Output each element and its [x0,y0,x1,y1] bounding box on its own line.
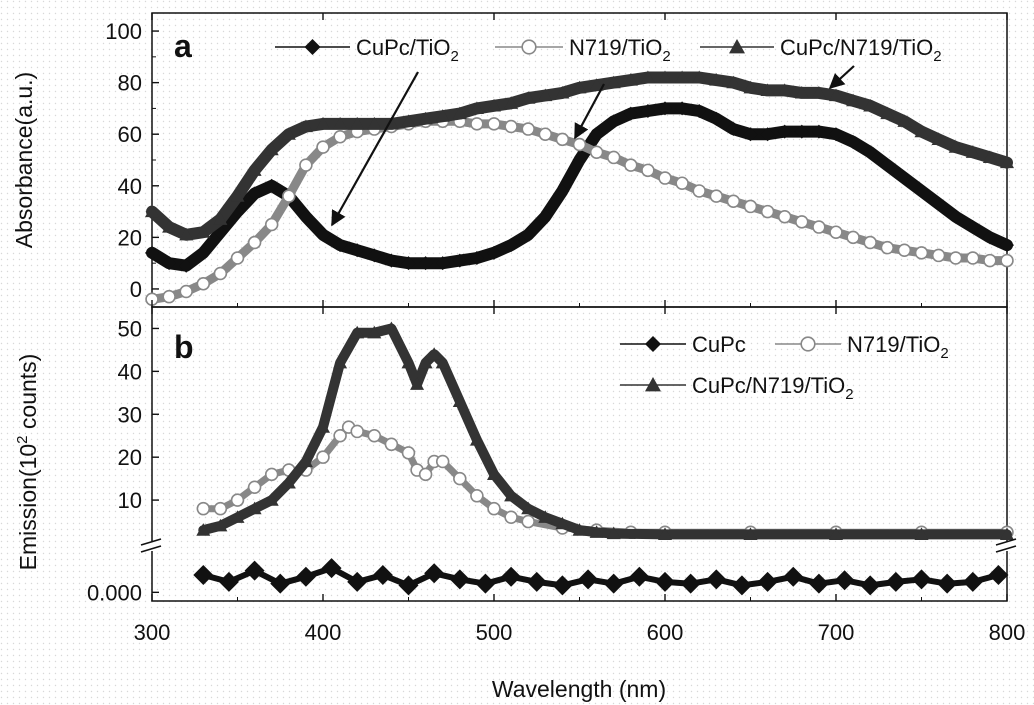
a-point-1 [830,226,842,238]
b-ytick-label-lower: 0.000 [87,580,142,605]
b-point-1 [266,468,278,480]
a-point-1 [591,146,603,158]
a-point-1 [556,133,568,145]
a-point-1 [881,242,893,254]
a-point-1 [762,206,774,218]
panel-b-label: b [174,329,194,365]
x-tick-label: 400 [305,620,342,645]
a-point-1 [539,128,551,140]
a-point-1 [197,278,209,290]
a-point-1 [283,190,295,202]
b-point-1 [403,447,415,459]
a-point-1 [180,286,192,298]
x-tick-label: 300 [134,620,171,645]
b-point-1 [420,468,432,480]
a-point-1 [625,159,637,171]
a-point-1 [745,200,757,212]
x-tick-label: 600 [647,620,684,645]
a-ytick-label: 100 [105,19,142,44]
b-legend-marker [801,337,815,351]
b-point-1 [488,503,500,515]
a-point-1 [916,247,928,259]
a-point-1 [967,252,979,264]
a-point-1 [898,244,910,256]
a-point-1 [950,252,962,264]
a-point-1 [505,121,517,133]
b-legend-label: CuPc [692,332,746,357]
b-point-1 [385,438,397,450]
b-point-1 [368,430,380,442]
b-point-1 [197,503,209,515]
a-point-1 [249,237,261,249]
a-point-1 [522,123,534,135]
b-point-1 [214,503,226,515]
a-point-1 [813,221,825,233]
a-ytick-label: 40 [118,174,142,199]
a-point-1 [642,164,654,176]
a-point-1 [933,249,945,261]
panel-a-label: a [174,28,192,64]
a-point-1 [266,219,278,231]
a-point-1 [864,237,876,249]
a-point-1 [300,159,312,171]
x-tick-label: 800 [989,620,1026,645]
a-ytick-label: 60 [118,122,142,147]
x-axis-label: Wavelength (nm) [492,676,666,702]
b-point-1 [437,456,449,468]
b-ytick-label: 30 [118,402,142,427]
a-point-1 [471,118,483,130]
a-point-1 [984,255,996,267]
x-tick-label: 500 [476,620,513,645]
b-ytick-label: 40 [118,359,142,384]
b-point-1 [249,481,261,493]
a-ytick-label: 80 [118,71,142,96]
b-point-1 [471,490,483,502]
a-point-1 [163,291,175,303]
a-legend-marker [522,40,536,54]
a-point-1 [727,195,739,207]
b-point-1 [232,494,244,506]
a-point-1 [779,211,791,223]
a-point-1 [796,216,808,228]
b-ytick-label: 50 [118,316,142,341]
a-point-1 [847,231,859,243]
x-tick-label: 700 [818,620,855,645]
b-point-1 [505,511,517,523]
a-point-1 [232,252,244,264]
b-point-1 [317,451,329,463]
a-point-1 [574,139,586,151]
a-point-1 [214,268,226,280]
a-point-1 [659,172,671,184]
b-point-1 [351,425,363,437]
b-point-1 [454,473,466,485]
a-point-1 [317,141,329,153]
a-point-1 [676,177,688,189]
a-ytick-label: 0 [130,277,142,302]
b-ytick-label: 20 [118,445,142,470]
b-point-1 [522,516,534,528]
panel-b-ylabel: Emission(102 counts) [14,354,41,571]
a-point-1 [334,131,346,143]
panel-a-ylabel: Absorbance(a.u.) [11,72,37,248]
a-point-1 [693,185,705,197]
a-point-1 [488,118,500,130]
a-point-1 [710,190,722,202]
a-point-1 [1001,255,1013,267]
a-ytick-label: 20 [118,225,142,250]
a-point-1 [608,151,620,163]
b-ytick-label: 10 [118,488,142,513]
